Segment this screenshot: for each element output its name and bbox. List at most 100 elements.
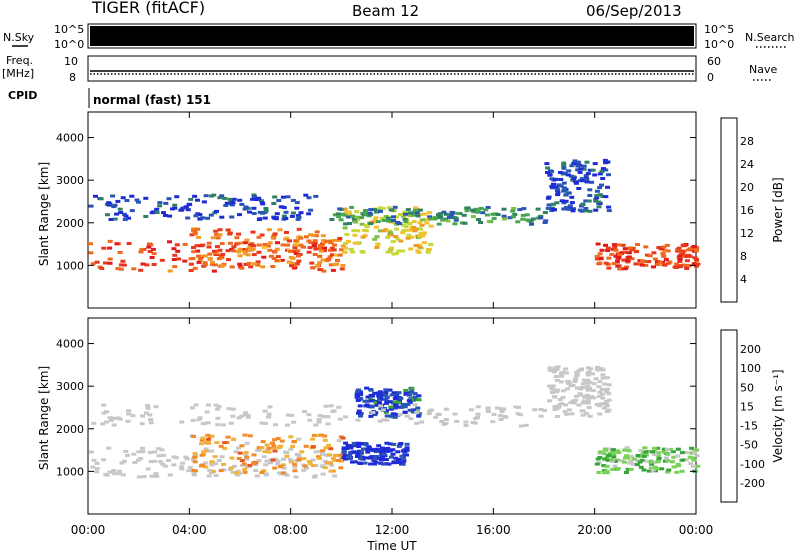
data-cell xyxy=(343,222,348,226)
data-cell xyxy=(156,454,162,458)
data-cell xyxy=(587,209,593,213)
data-cell xyxy=(323,404,329,408)
data-cell xyxy=(604,464,610,468)
data-cell xyxy=(356,445,362,448)
data-cell xyxy=(174,195,180,199)
data-cell xyxy=(438,212,444,216)
data-cell xyxy=(339,267,345,271)
data-cell xyxy=(104,420,109,424)
data-cell xyxy=(288,435,294,439)
data-cell xyxy=(347,454,352,458)
data-cell xyxy=(219,256,225,260)
data-cell xyxy=(604,387,610,391)
data-cell xyxy=(332,474,338,478)
data-cell xyxy=(501,214,507,218)
data-cell xyxy=(385,446,391,450)
data-cell xyxy=(217,248,223,252)
velocity-colorbar-tick: -15 xyxy=(740,420,758,433)
data-cell xyxy=(409,235,415,239)
data-cell xyxy=(275,459,281,463)
data-cell xyxy=(558,178,564,181)
data-cell xyxy=(603,195,609,199)
data-cell xyxy=(122,212,127,216)
data-cell xyxy=(239,202,245,206)
data-cell xyxy=(114,242,120,246)
data-cell xyxy=(312,253,318,256)
data-cell xyxy=(444,407,449,411)
power-colorbar-tick: 8 xyxy=(740,250,747,263)
date-label: 06/Sep/2013 xyxy=(586,2,682,20)
data-cell xyxy=(222,446,228,450)
data-cell xyxy=(571,207,577,211)
data-cell xyxy=(329,253,335,257)
data-cell xyxy=(124,453,130,457)
power-colorbar: 4 8 12 16 20 24 28 xyxy=(740,135,754,286)
data-cell xyxy=(562,172,568,176)
data-cell xyxy=(520,213,526,217)
data-cell xyxy=(401,459,407,463)
noise-tick-top-right: 10^5 xyxy=(704,23,734,36)
data-cell xyxy=(162,464,168,468)
data-cell xyxy=(294,452,300,456)
data-cell xyxy=(350,250,356,254)
data-cell xyxy=(600,396,606,400)
data-cell xyxy=(243,411,249,415)
data-cell xyxy=(259,233,265,237)
data-cell xyxy=(403,219,409,223)
data-cell xyxy=(202,263,208,267)
data-cell xyxy=(372,208,378,212)
data-cell xyxy=(237,451,243,455)
data-cell xyxy=(329,463,335,467)
data-cell xyxy=(236,446,241,450)
data-cell xyxy=(322,246,328,250)
data-cell xyxy=(560,370,566,374)
data-cell xyxy=(665,459,671,463)
data-cell xyxy=(566,381,572,385)
data-cell xyxy=(320,258,326,262)
data-cell xyxy=(301,245,306,249)
data-cell xyxy=(579,409,585,413)
data-cell xyxy=(475,209,481,213)
data-cell xyxy=(470,215,476,218)
data-cell xyxy=(171,463,177,467)
data-cell xyxy=(111,469,117,473)
data-cell xyxy=(404,446,410,450)
data-cell xyxy=(598,450,604,454)
data-cell xyxy=(318,244,323,248)
data-cell xyxy=(355,441,361,445)
data-cell xyxy=(560,389,566,393)
beam-label: Beam 12 xyxy=(352,2,419,20)
data-cell xyxy=(286,260,292,264)
velocity-colorbar-tick: 200 xyxy=(740,343,761,356)
nave-label: Nave xyxy=(749,63,777,76)
data-cell xyxy=(406,399,412,403)
data-cell xyxy=(645,449,651,453)
data-cell xyxy=(586,199,592,203)
data-cell xyxy=(422,212,428,216)
data-cell xyxy=(112,472,118,476)
data-cell xyxy=(378,456,384,460)
data-cell xyxy=(673,265,679,269)
data-cell xyxy=(359,442,365,446)
data-cell xyxy=(662,249,668,252)
data-cell xyxy=(433,415,439,419)
data-cell xyxy=(683,458,689,462)
power-colorbar-tick: 24 xyxy=(740,158,754,171)
nave-tick-top: 60 xyxy=(707,55,721,68)
data-cell xyxy=(355,418,361,422)
data-cell xyxy=(271,202,277,205)
data-cell xyxy=(633,262,639,266)
data-cell xyxy=(120,196,126,200)
data-cell xyxy=(129,209,135,213)
data-cell xyxy=(248,243,254,247)
data-cell xyxy=(655,451,661,455)
data-cell xyxy=(684,266,690,270)
data-cell xyxy=(378,209,383,213)
data-cell xyxy=(613,248,619,252)
data-cell xyxy=(275,241,280,245)
data-cell xyxy=(283,210,289,214)
data-cell xyxy=(179,420,185,424)
data-cell xyxy=(610,248,616,251)
data-cell xyxy=(290,198,296,202)
data-cell xyxy=(270,441,275,445)
